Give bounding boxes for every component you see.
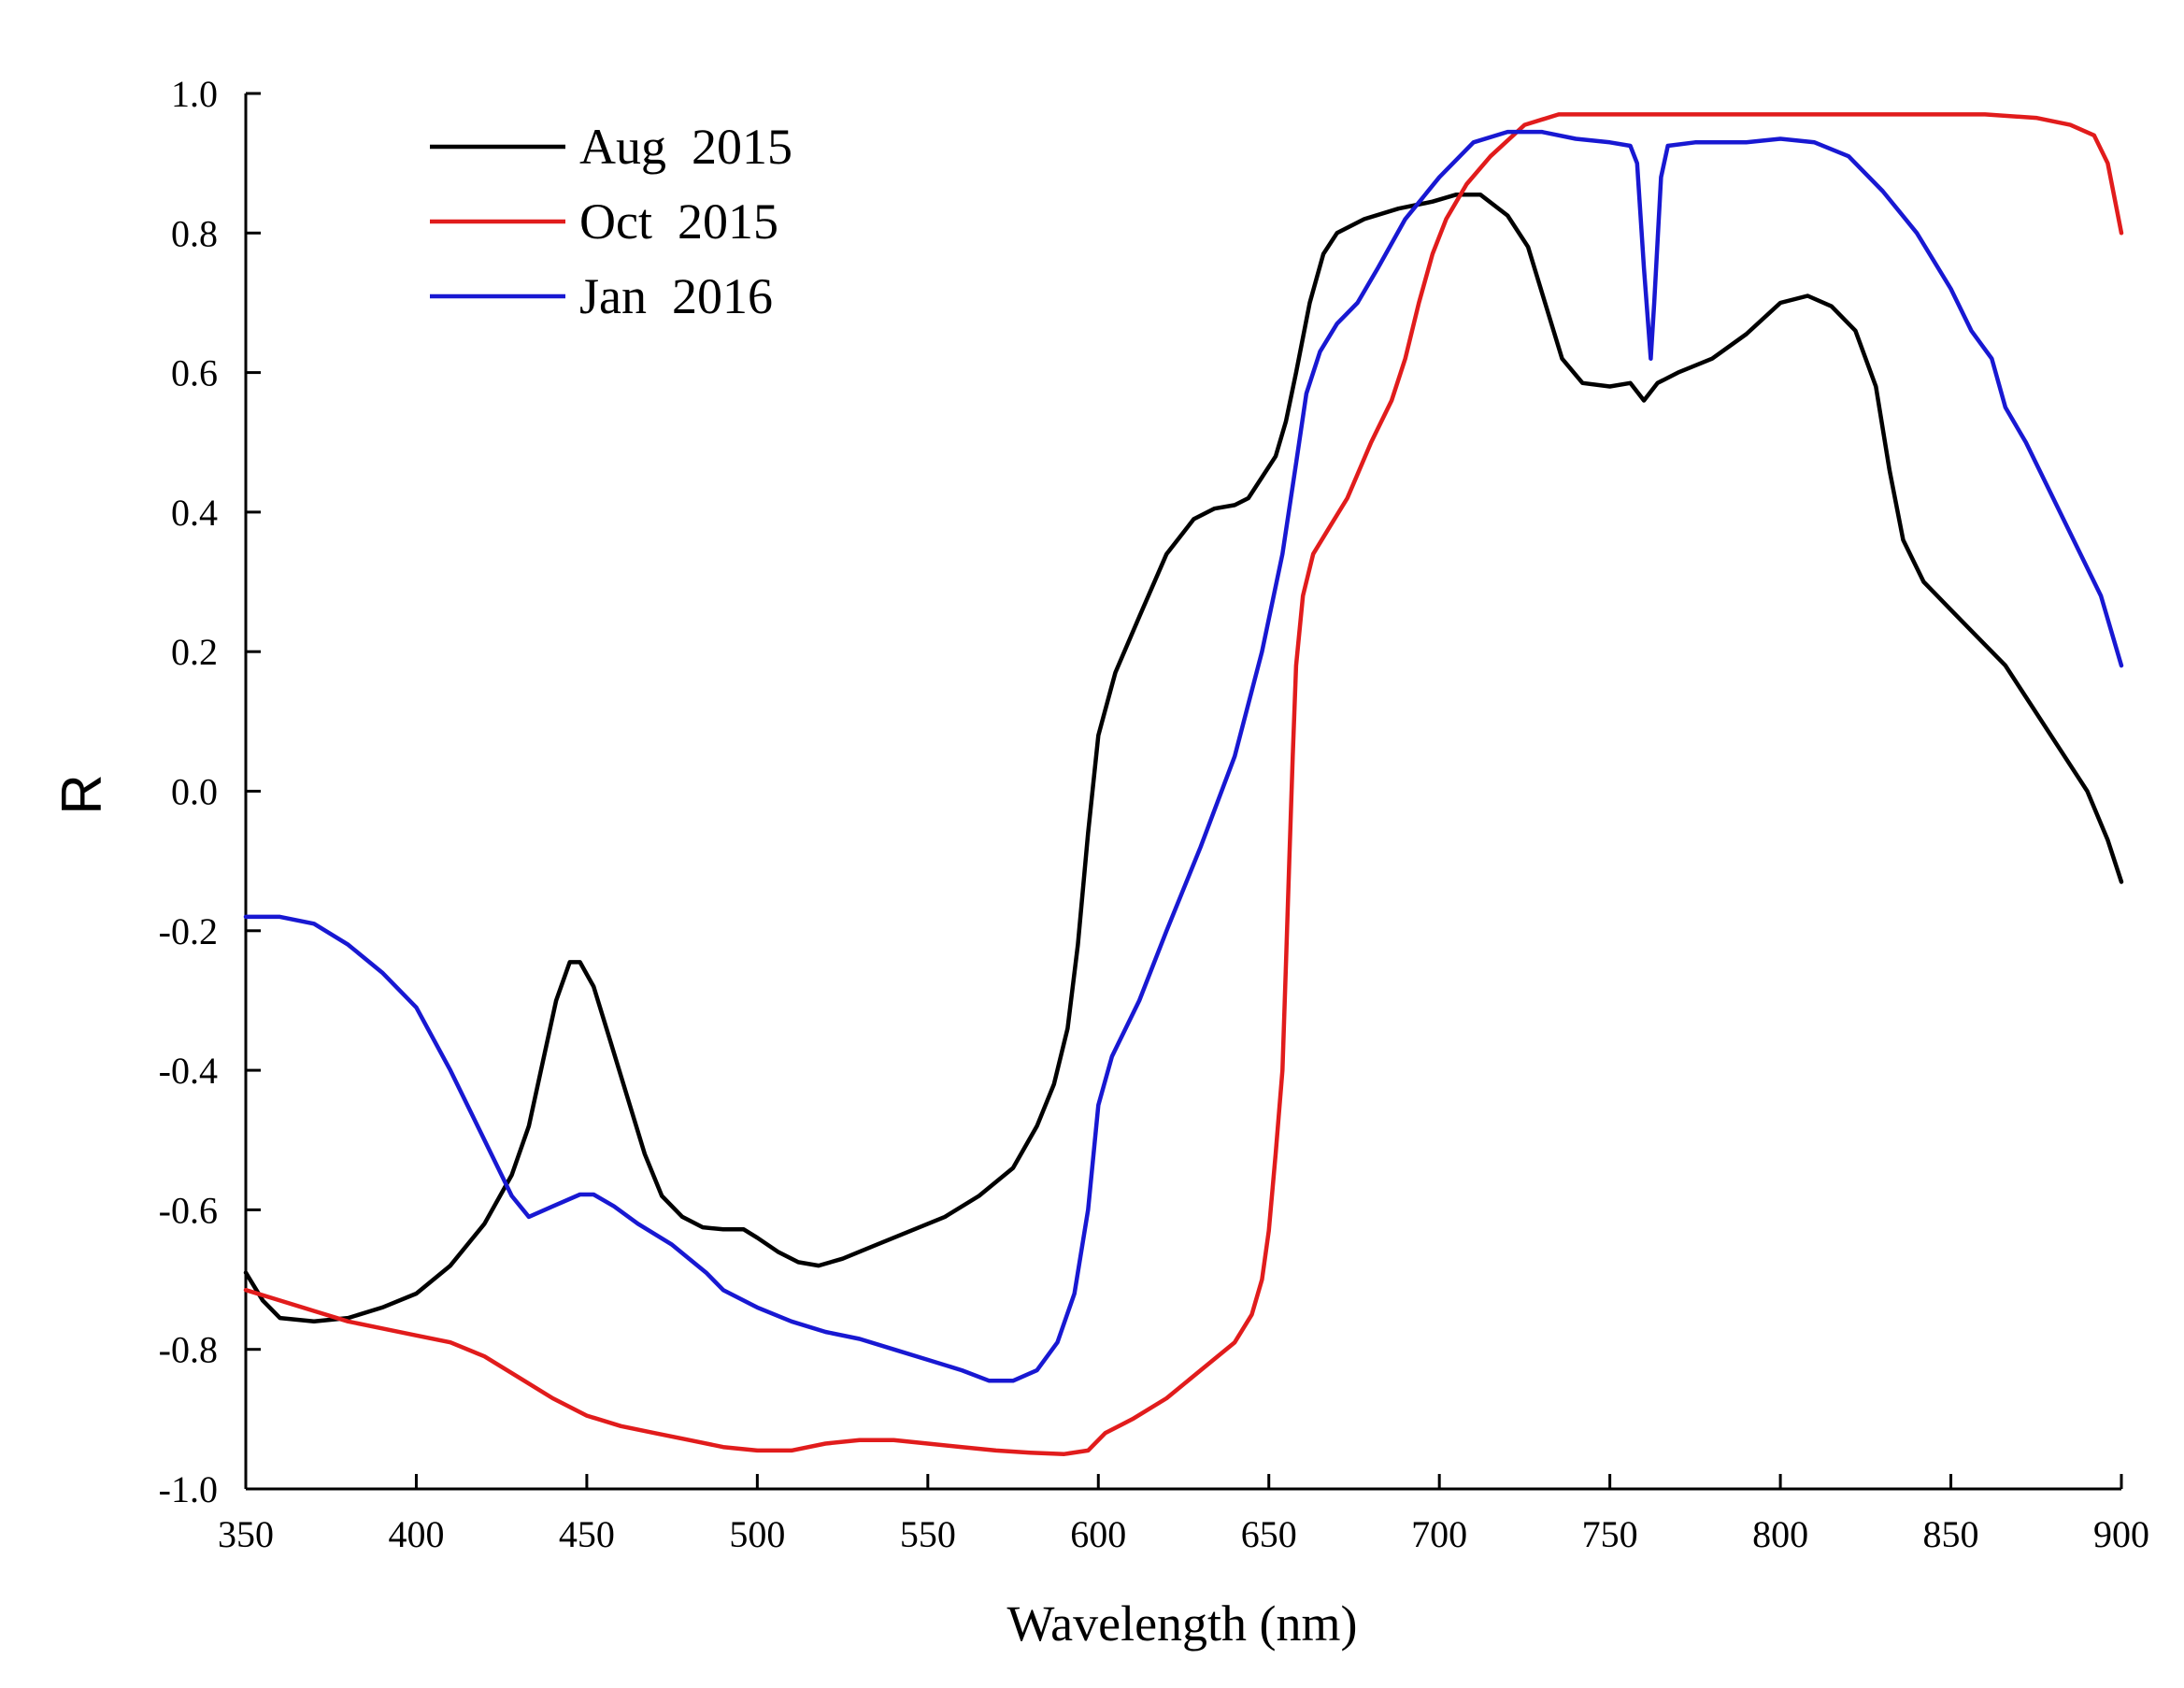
x-tick-label: 900 — [2093, 1513, 2149, 1555]
y-tick-label: 0.0 — [171, 771, 218, 813]
x-axis-ticks: 350 400 450 500 550 600 650 700 750 800 850 900 — [218, 1474, 2149, 1555]
series-line-0 — [243, 192, 2124, 1324]
x-tick-label: 500 — [729, 1513, 785, 1555]
y-tick-label: -0.2 — [159, 910, 218, 952]
legend-label-0: Aug 2015 — [579, 119, 792, 175]
legend: Aug 2015 Oct 2015 Jan 2016 — [430, 119, 792, 324]
y-axis-title: R — [50, 774, 113, 814]
x-tick-label: 700 — [1411, 1513, 1467, 1555]
x-tick-label: 450 — [559, 1513, 615, 1555]
x-tick-label: 850 — [1923, 1513, 1979, 1555]
y-tick-label: -1.0 — [159, 1468, 218, 1510]
y-tick-label: -0.8 — [159, 1329, 218, 1371]
x-tick-label: 750 — [1582, 1513, 1638, 1555]
legend-label-1: Oct 2015 — [579, 193, 778, 250]
y-tick-label: 0.4 — [171, 492, 218, 534]
x-tick-label: 600 — [1070, 1513, 1126, 1555]
y-tick-label: 0.6 — [171, 352, 218, 394]
series-line-1 — [243, 112, 2124, 1456]
series-line-2 — [243, 129, 2124, 1383]
y-axis-ticks: 1.0 0.8 0.6 0.4 0.2 0.0 -0.2 -0.4 -0.6 -0.8 -1.0 — [159, 73, 261, 1510]
y-tick-label: 0.8 — [171, 212, 218, 254]
axes — [244, 93, 2121, 1491]
y-tick-label: -0.4 — [159, 1050, 218, 1092]
x-axis-title: Wavelength (nm) — [1006, 1595, 1357, 1652]
x-tick-label: 550 — [900, 1513, 956, 1555]
legend-label-2: Jan 2016 — [579, 268, 773, 324]
y-tick-label: 1.0 — [171, 73, 218, 115]
y-tick-label: -0.6 — [159, 1189, 218, 1231]
y-tick-label: 0.2 — [171, 631, 218, 673]
x-tick-label: 650 — [1241, 1513, 1297, 1555]
series-lines — [243, 112, 2124, 1456]
x-tick-label: 350 — [218, 1513, 274, 1555]
x-tick-label: 800 — [1752, 1513, 1808, 1555]
x-tick-label: 400 — [388, 1513, 444, 1555]
